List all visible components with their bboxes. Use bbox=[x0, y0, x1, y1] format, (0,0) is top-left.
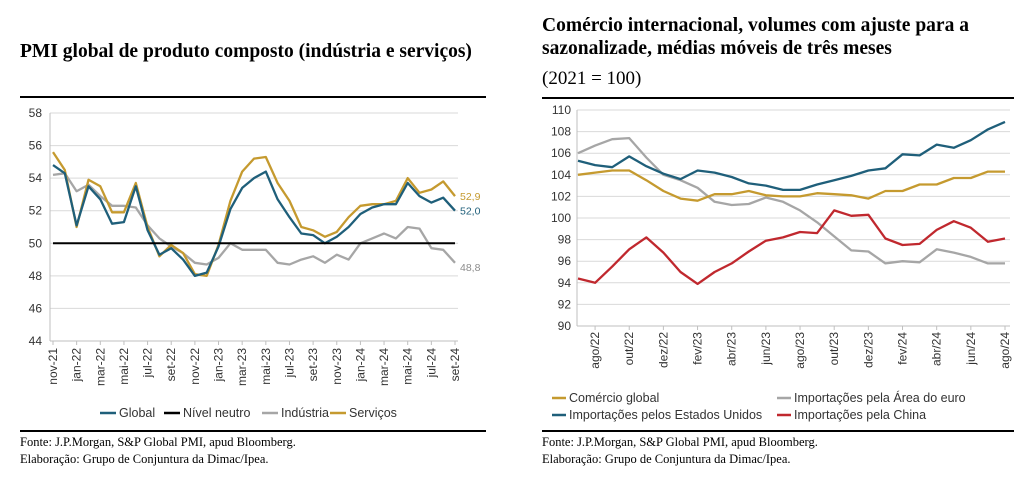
right-x-tick-label: abr/24 bbox=[930, 332, 944, 366]
left-x-tick-label: nov-23 bbox=[330, 348, 344, 385]
left-x-tick-label: jan-24 bbox=[353, 348, 367, 383]
right-y-tick-label: 106 bbox=[551, 146, 571, 160]
left-y-tick-label: 54 bbox=[29, 171, 43, 185]
right-title-rule bbox=[542, 97, 1014, 99]
left-legend-label-global: Global bbox=[119, 406, 155, 420]
left-x-tick-label: nov-22 bbox=[188, 348, 202, 385]
left-x-tick-label: set-22 bbox=[164, 348, 178, 382]
left-x-tick-label: nov-21 bbox=[46, 348, 60, 385]
left-end-label-servicos: 52,9 bbox=[460, 191, 481, 203]
left-y-tick-label: 56 bbox=[29, 139, 43, 153]
right-y-tick-label: 92 bbox=[558, 297, 572, 311]
left-source-line2: Elaboração: Grupo de Conjuntura da Dimac… bbox=[20, 452, 269, 466]
left-x-tick-label: mar-22 bbox=[93, 348, 107, 386]
right-x-tick-label: ago/23 bbox=[793, 332, 807, 369]
right-series-importacoes-pelos-estados-unidos bbox=[577, 120, 1006, 192]
right-x-tick-label: fev/23 bbox=[691, 332, 705, 365]
right-source-line1: Fonte: J.P.Morgan, S&P Global PMI, apud … bbox=[542, 435, 818, 449]
right-y-tick-label: 90 bbox=[558, 319, 572, 333]
left-series-global bbox=[52, 164, 456, 278]
left-x-tick-label: jul-22 bbox=[141, 348, 155, 379]
right-source-line2: Elaboração: Grupo de Conjuntura da Dimac… bbox=[542, 452, 791, 466]
right-x-tick-label: out/23 bbox=[827, 332, 841, 366]
right-legend-label-importacoes-pelos-estados-unidos: Importações pelos Estados Unidos bbox=[569, 408, 762, 422]
right-x-tick-label: jun/23 bbox=[759, 332, 773, 366]
right-x-tick-label: out/22 bbox=[622, 332, 636, 366]
right-y-tick-label: 102 bbox=[551, 189, 571, 203]
left-x-tick-label: mai-23 bbox=[259, 348, 273, 385]
left-y-tick-label: 46 bbox=[29, 301, 43, 315]
right-series-comercio-global bbox=[577, 169, 1005, 202]
right-series-importacoes-pela-china bbox=[577, 209, 1006, 286]
right-y-tick-label: 94 bbox=[558, 276, 572, 290]
right-y-tick-label: 100 bbox=[551, 211, 571, 225]
left-y-tick-label: 50 bbox=[29, 236, 43, 250]
right-y-tick-label: 108 bbox=[551, 125, 571, 139]
right-legend-label-importacoes-pela-area-do-euro: Importações pela Área do euro bbox=[794, 390, 966, 405]
left-x-tick-label: jan-22 bbox=[70, 348, 84, 383]
right-title-line2: sazonalizade, médias móveis de três mese… bbox=[542, 38, 892, 59]
left-series-industria bbox=[52, 172, 456, 266]
left-end-label-global: 52,0 bbox=[460, 206, 481, 218]
left-x-tick-label: mai-22 bbox=[117, 348, 131, 385]
left-x-tick-label: jan-23 bbox=[212, 348, 226, 383]
left-bottom-rule bbox=[20, 430, 486, 432]
right-title-line1: Comércio internacional, volumes com ajus… bbox=[542, 15, 969, 36]
left-legend-label-servicos: Serviços bbox=[349, 406, 397, 420]
left-x-tick-label: mar-23 bbox=[235, 348, 249, 386]
right-series-importacoes-pela-area-do-euro bbox=[577, 136, 1005, 265]
right-x-tick-label: dez/22 bbox=[656, 332, 670, 368]
right-x-tick-label: jun/24 bbox=[964, 332, 978, 366]
left-x-tick-label: jul-24 bbox=[424, 348, 438, 379]
left-x-tick-label: mar-24 bbox=[377, 348, 391, 386]
right-panel: Comércio internacional, volumes com ajus… bbox=[532, 0, 1024, 484]
left-panel: PMI global de produto composto (indústri… bbox=[0, 0, 500, 484]
right-x-tick-label: fev/24 bbox=[896, 332, 910, 365]
right-y-tick-label: 104 bbox=[551, 168, 571, 182]
right-source: Fonte: J.P.Morgan, S&P Global PMI, apud … bbox=[542, 434, 818, 468]
left-series-servicos bbox=[52, 151, 456, 278]
trade-chart: 90 92 94 96 98 100 102 104 106 108 110 ago/22 out/22… bbox=[551, 103, 1012, 422]
right-bottom-rule bbox=[542, 430, 1014, 432]
right-chart-subtitle: (2021 = 100) bbox=[542, 68, 642, 89]
right-x-tick-label: ago/24 bbox=[998, 332, 1012, 369]
right-x-tick-label: abr/23 bbox=[725, 332, 739, 366]
pmi-chart: 44 46 48 50 52 54 56 58 nov-21 jan-22 mar-22 mai-22… bbox=[29, 106, 481, 420]
left-title-rule bbox=[20, 96, 486, 98]
left-source-line1: Fonte: J.P.Morgan, S&P Global PMI, apud … bbox=[20, 435, 296, 449]
right-x-tick-label: ago/22 bbox=[588, 332, 602, 369]
left-y-tick-label: 52 bbox=[29, 204, 43, 218]
left-x-tick-label: set-24 bbox=[448, 348, 462, 382]
left-legend-label-industria: Indústria bbox=[281, 406, 329, 420]
left-y-tick-label: 44 bbox=[29, 334, 43, 348]
left-chart-title: PMI global de produto composto (indústri… bbox=[20, 41, 472, 62]
left-x-tick-label: set-23 bbox=[306, 348, 320, 382]
left-x-tick-label: mai-24 bbox=[401, 348, 415, 385]
left-y-tick-label: 48 bbox=[29, 269, 43, 283]
left-legend-label-nivel-neutro: Nível neutro bbox=[183, 406, 250, 420]
right-y-tick-label: 110 bbox=[552, 103, 571, 117]
right-legend-label-comercio-global: Comércio global bbox=[569, 391, 659, 405]
left-end-label-industria: 48,8 bbox=[460, 262, 481, 274]
left-source: Fonte: J.P.Morgan, S&P Global PMI, apud … bbox=[20, 434, 296, 468]
left-x-tick-label: jul-23 bbox=[282, 348, 296, 379]
right-legend-label-importacoes-pela-china: Importações pela China bbox=[794, 408, 926, 422]
right-y-tick-label: 98 bbox=[558, 233, 572, 247]
left-y-tick-label: 58 bbox=[29, 106, 43, 120]
right-chart-title: Comércio internacional, volumes com ajus… bbox=[542, 14, 1022, 60]
right-x-tick-label: dez/23 bbox=[861, 332, 875, 368]
right-y-tick-label: 96 bbox=[558, 254, 572, 268]
